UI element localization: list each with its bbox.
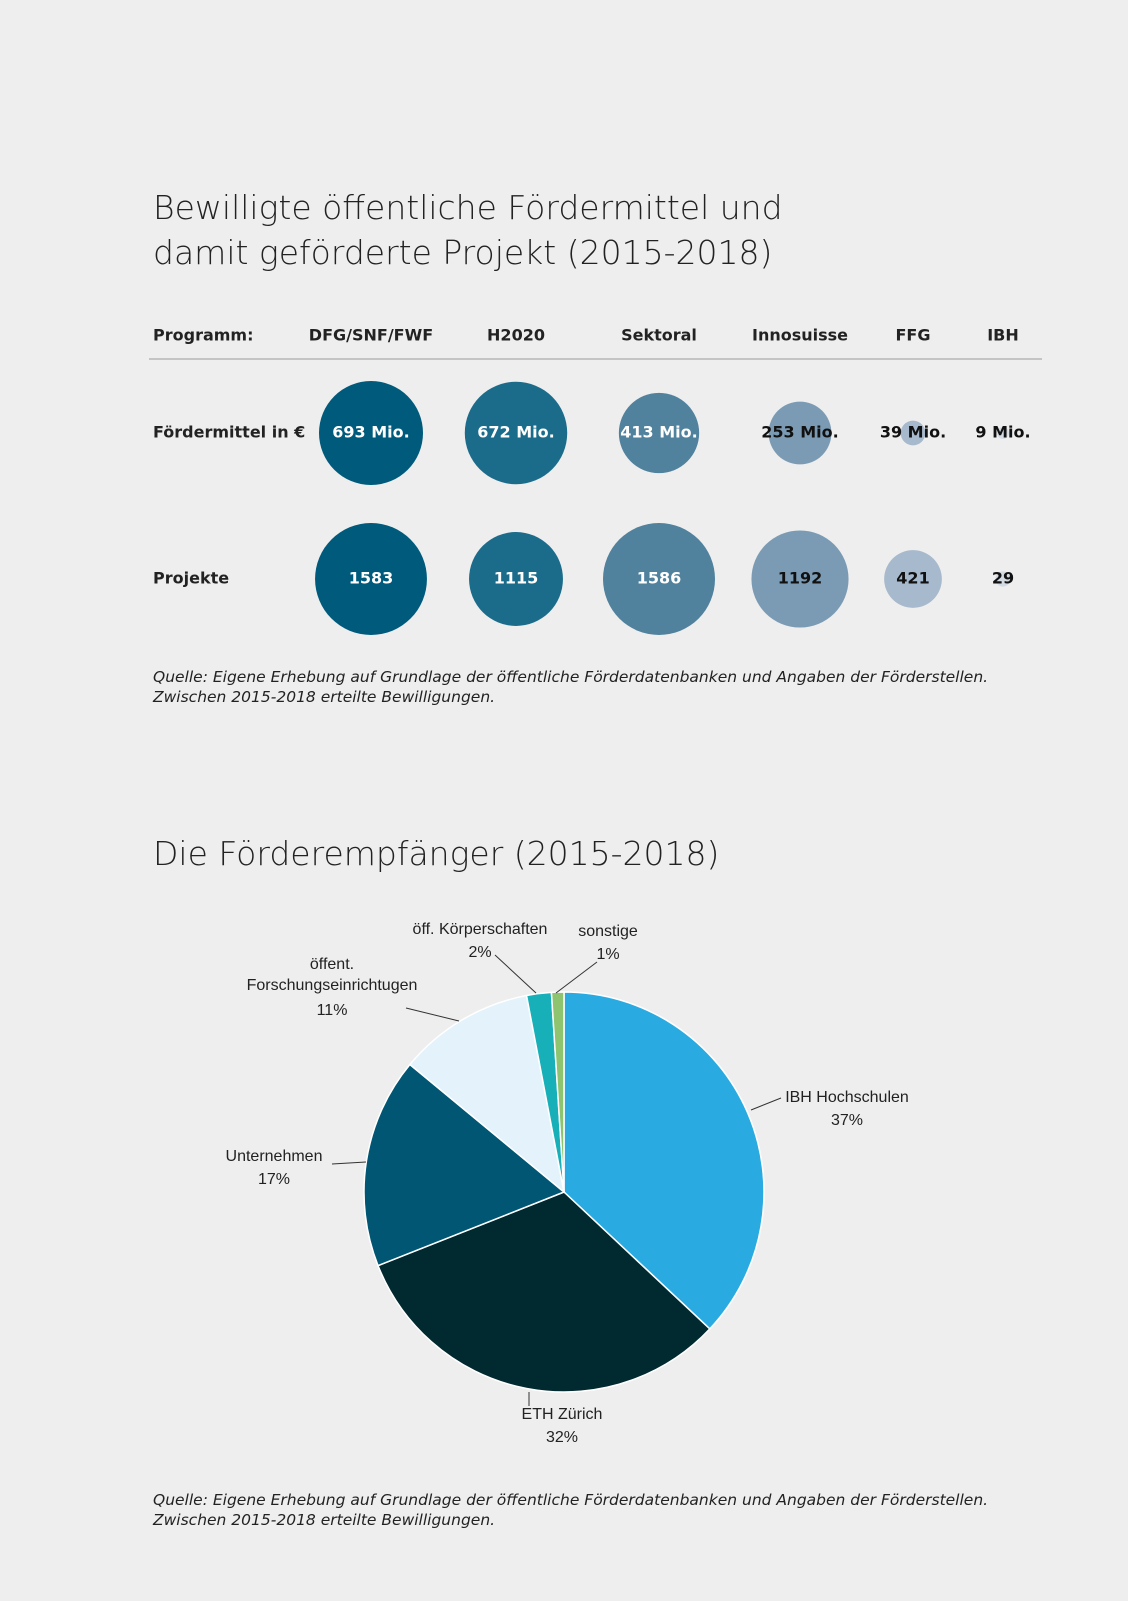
source-note: Quelle: Eigene Erhebung auf Grundlage de… [153,1491,989,1530]
leader-line [331,1161,367,1165]
column-header: Innosuisse [751,325,849,345]
bubble [469,532,563,626]
bubble [997,427,1009,439]
pie-slice [563,991,765,1330]
pie-slice [408,994,566,1194]
pie-label: sonstige [578,923,638,940]
column-header: IBH [987,325,1019,345]
bubble [768,401,832,465]
pie-percent: 32% [545,1429,579,1446]
pie-slice [377,1191,711,1393]
pie-percent: 2% [468,944,492,961]
bubble-label: 1192 [777,568,823,588]
column-header: Sektoral [621,325,697,345]
pie-label: IBH Hochschulen [785,1089,909,1106]
pie-label: Unternehmen [225,1148,323,1165]
column-header: H2020 [487,325,545,345]
pie-percent: 11% [316,1002,348,1019]
column-header: FFG [895,325,931,345]
bubble-label: 253 Mio. [761,422,839,442]
pie-percent: 37% [830,1112,864,1129]
pie-label: öffent. Forschungseinrichtugen [246,956,418,994]
pie-label: öff. Körperschaften [412,921,548,938]
bubble-label: 693 Mio. [332,422,410,442]
bubble [995,571,1011,587]
source-note: Quelle: Eigene Erhebung auf Grundlage de… [153,668,989,707]
chart-title: Bewilligte öffentliche Fördermittel und … [153,188,783,272]
pie-percent: 1% [596,946,620,963]
chart-title: Die Förderempfänger (2015-2018) [153,834,720,873]
row-label: Fördermittel in € [153,422,306,442]
bubble-label: 29 [991,568,1015,588]
bubble [884,550,942,608]
bubble-label: 1586 [636,568,682,588]
bubble [464,381,568,485]
bubble-label: 1115 [493,568,539,588]
bubble-label: 1583 [348,568,394,588]
bubble [618,392,700,474]
pie-label: ETH Zürich [521,1406,603,1423]
bubble [751,530,849,628]
leader-line [405,1007,460,1022]
bubble-label: 39 Mio. [879,422,947,442]
leader-line [750,1097,782,1111]
bubble-label: 413 Mio. [620,422,698,442]
leader-line [555,961,598,994]
bubble-label: 672 Mio. [477,422,555,442]
bubble [603,523,715,635]
bubble-label: 9 Mio. [975,422,1031,442]
bubble [315,523,427,635]
column-header: DFG/SNF/FWF [308,325,434,345]
row-label: Projekte [153,568,230,588]
leader-line [494,954,537,994]
pie-slice [363,1063,566,1267]
category-header: Programm: [153,325,254,345]
bubble [900,420,926,446]
pie-percent: 17% [257,1171,291,1188]
bubble [319,381,423,485]
bubble-label: 421 [896,568,930,588]
